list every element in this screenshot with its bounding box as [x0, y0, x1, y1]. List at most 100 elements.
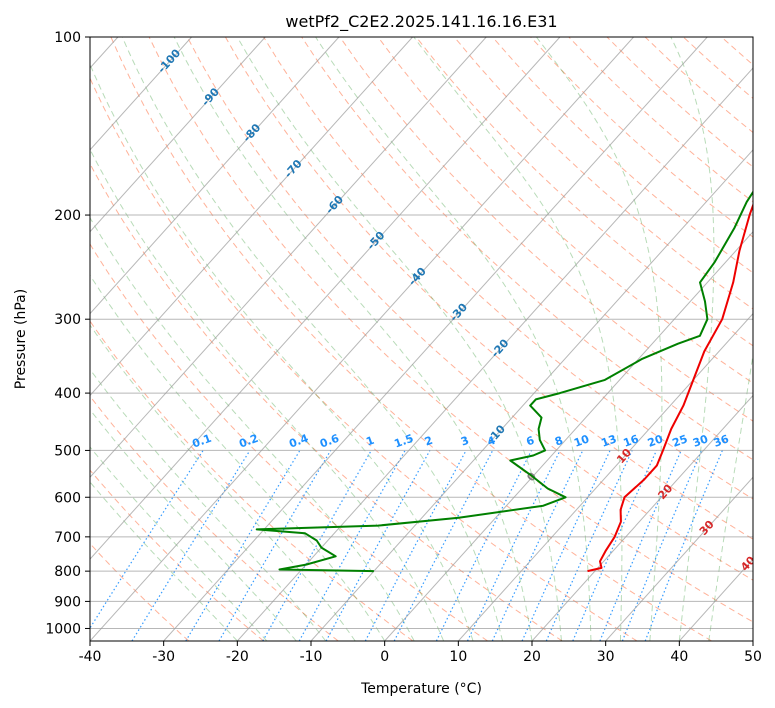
x-axis-label: Temperature (°C)	[360, 681, 482, 697]
mixing-ratio-label: 0.6	[318, 432, 341, 451]
dry-adiabat	[90, 243, 488, 641]
x-tick-label: 50	[744, 649, 762, 665]
dry-adiabat	[415, 37, 753, 347]
isotherm-line	[605, 476, 753, 641]
moist-adiabat	[90, 216, 415, 641]
y-tick-label: 700	[54, 530, 81, 546]
y-tick-label: 300	[54, 312, 81, 328]
mixing-ratio-label: 25	[671, 432, 690, 449]
mixing-ratio-line	[521, 450, 611, 641]
plot-area: -100-90-80-70-60-50-40-30-20-10010203040…	[90, 37, 753, 641]
x-tick-label: 0	[380, 649, 389, 665]
isotherm-line	[384, 230, 753, 641]
isotherm-line	[236, 67, 753, 641]
moist-adiabats	[90, 37, 753, 641]
dry-adiabat	[90, 469, 264, 641]
dewpoint-profile	[255, 190, 753, 573]
mixing-ratio-label: 10	[572, 432, 591, 450]
dry-adiabat	[110, 37, 712, 641]
x-tick-label: -30	[152, 649, 175, 665]
moist-adiabat	[90, 274, 386, 641]
mixing-ratio-line	[572, 450, 658, 641]
isotherm-line	[163, 37, 708, 641]
mixing-ratio-label: 3	[459, 434, 471, 449]
mixing-ratio-line	[435, 450, 533, 641]
moist-adiabat	[90, 446, 268, 641]
pressure-gridlines	[90, 37, 753, 629]
mixing-ratio-labels: 0.1 0.2 0.4 0.6 1 1.5 2 3 4 6 8 10 13 16 20 25 30 36	[190, 432, 730, 451]
y-tick-label: 800	[54, 564, 81, 580]
isotherm-line	[90, 37, 192, 151]
mixing-ratio-label: 20	[646, 432, 665, 450]
moist-adiabat	[708, 352, 753, 641]
y-axis-label: Pressure (hPa)	[13, 289, 29, 389]
mixing-ratio-line	[364, 450, 467, 641]
isotherm-line	[90, 37, 634, 641]
dry-adiabat	[90, 162, 563, 641]
y-tick-label: 400	[54, 386, 81, 402]
mixing-ratio-label: 1.5	[392, 432, 415, 451]
y-tick-label: 100	[54, 30, 81, 46]
isotherm-line	[90, 37, 413, 397]
y-tick-label: 600	[54, 490, 81, 506]
y-axis-ticks: 100 200 300 400 500 600 700 800 900 1000	[45, 30, 90, 637]
moist-adiabat	[413, 37, 623, 641]
isotherm-line	[90, 37, 266, 233]
y-tick-label: 900	[54, 594, 81, 610]
mixing-ratio-lines	[90, 450, 723, 641]
y-tick-label: 200	[54, 208, 81, 224]
mixing-ratio-label: 0.2	[237, 432, 260, 451]
moist-adiabat	[173, 37, 533, 641]
moist-adiabat	[90, 481, 238, 641]
moist-adiabat	[670, 37, 715, 641]
mixing-ratio-line	[325, 450, 431, 641]
mixing-ratio-label: 16	[622, 432, 641, 450]
chart-title: wetPf2_C2E2.2025.141.16.16.E31	[285, 12, 557, 32]
moist-adiabat	[90, 408, 297, 641]
isotherms	[90, 37, 753, 641]
x-tick-label: 40	[670, 649, 688, 665]
isotherm-line	[90, 37, 561, 560]
mixing-ratio-label: 30	[691, 432, 710, 450]
isotherm-line	[90, 37, 340, 315]
mixing-ratio-label: 4	[486, 434, 498, 449]
isotherm-line	[90, 37, 487, 479]
dry-adiabat	[453, 37, 753, 310]
mixing-ratio-label: 6	[525, 434, 537, 449]
profiles	[255, 190, 753, 573]
moist-adiabat	[315, 37, 592, 641]
moist-adiabat	[236, 37, 562, 641]
isotherm-line	[531, 394, 753, 641]
mixing-ratio-label: 8	[553, 434, 565, 449]
moist-adiabat	[536, 37, 663, 641]
x-tick-label: 20	[523, 649, 541, 665]
mixing-ratio-label: 0.4	[287, 432, 310, 451]
mixing-ratio-line	[466, 450, 561, 641]
moist-adiabat	[121, 37, 503, 641]
temperature-profile	[587, 202, 753, 573]
mixing-ratio-label: 1	[364, 434, 376, 449]
y-tick-label: 1000	[45, 621, 81, 637]
mixing-ratio-label: 2	[423, 434, 435, 449]
plot-frame	[89, 36, 754, 642]
isotherm-line	[457, 312, 753, 641]
mixing-ratio-line	[218, 450, 332, 641]
moist-adiabat	[90, 324, 356, 641]
x-axis-ticks: -40 -30 -20 -10 0 10 20 30 40 50	[79, 641, 762, 665]
isotherm-line	[310, 149, 753, 641]
x-tick-label: -40	[79, 649, 102, 665]
dry-adiabat	[148, 37, 753, 623]
x-tick-label: -10	[300, 649, 323, 665]
x-tick-label: 10	[449, 649, 467, 665]
mixing-ratio-line	[185, 450, 301, 641]
dry-adiabat	[90, 395, 339, 641]
moist-adiabat	[90, 148, 445, 641]
moist-adiabat	[90, 368, 327, 641]
mixing-ratio-line	[599, 450, 682, 641]
x-tick-label: 30	[597, 649, 615, 665]
dry-adiabat	[90, 542, 190, 641]
moist-adiabat	[90, 63, 474, 641]
x-tick-label: -20	[226, 649, 249, 665]
mixing-ratio-label: 13	[599, 432, 618, 449]
